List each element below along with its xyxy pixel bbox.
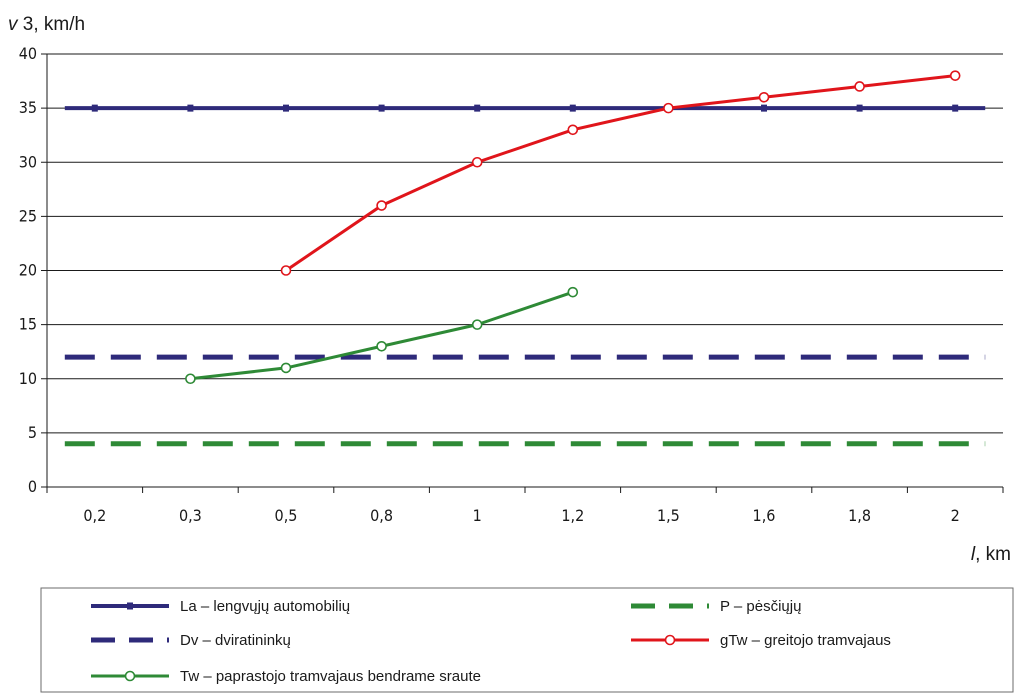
legend-item: Tw – paprastojo tramvajaus bendrame srau…	[91, 668, 481, 685]
series-4-point	[471, 319, 483, 330]
series-0-point	[91, 104, 98, 112]
x-tick-label: 0,2	[83, 506, 106, 525]
series-3-point	[567, 124, 579, 136]
legend-item: P – pėsčiųjų	[631, 598, 801, 615]
legend-item: La – lengvųjų automobilių	[91, 598, 350, 615]
legend-marker	[127, 602, 133, 610]
series-0-point	[952, 104, 959, 112]
y-tick-label: 5	[28, 423, 37, 442]
series-4-point	[185, 373, 196, 385]
x-axis-title-var: l	[971, 544, 976, 565]
series-4-point	[280, 362, 292, 374]
series-3-point	[854, 81, 865, 92]
series-0-point	[856, 104, 863, 112]
y-tick-label: 30	[19, 152, 37, 171]
legend-label: La – lengvųjų automobilių	[180, 598, 350, 615]
series-0-point	[474, 104, 481, 112]
y-axis-title-rest: 3, km/h	[18, 14, 86, 35]
legend-box	[40, 587, 1014, 693]
y-axis-title: v 3, km/h	[8, 14, 85, 35]
series-3-point	[663, 102, 674, 114]
series-0-point	[569, 104, 576, 112]
series-0-point	[378, 104, 385, 112]
legend-marker	[664, 634, 676, 646]
y-tick-label: 0	[28, 477, 37, 496]
x-tick-label: 1,6	[753, 506, 776, 525]
axes	[41, 53, 1004, 493]
legend-marker	[124, 670, 136, 682]
series-line-4	[190, 290, 574, 381]
series-3-point	[471, 156, 483, 168]
x-axis-title-rest: , km	[975, 544, 1011, 565]
legend-item: Dv – dviratininkų	[91, 632, 291, 649]
legend: La – lengvųjų automobilių P – pėsčiųjų Dv …	[40, 587, 1014, 693]
y-tick-label: 40	[19, 44, 37, 63]
legend-label: gTw – greitojo tramvajaus	[720, 632, 891, 649]
series-0-point	[761, 104, 767, 112]
x-tick-label: 1,5	[657, 506, 680, 525]
x-tick-label: 0,8	[370, 506, 393, 525]
y-tick-label: 15	[19, 315, 37, 334]
series-0-point	[187, 104, 194, 112]
y-axis-title-var: v	[8, 14, 19, 35]
x-tick-label: 0,5	[275, 506, 298, 525]
x-tick-label: 2	[951, 506, 960, 525]
y-tick-label: 35	[19, 98, 37, 117]
y-tick-label: 10	[19, 369, 37, 388]
series-line-3	[285, 74, 956, 272]
series-0-point	[283, 104, 289, 112]
x-tick-labels: 0,2 0,3 0,5 0,8 1 1,2 1,5 1,6 1,8 2	[83, 506, 959, 525]
series-3-point	[280, 265, 292, 276]
legend-label: P – pėsčiųjų	[720, 598, 801, 615]
series-3-point	[376, 200, 387, 211]
y-tick-label: 20	[19, 261, 37, 280]
x-axis-title: l, km	[971, 544, 1011, 565]
legend-label: Tw – paprastojo tramvajaus bendrame srau…	[180, 668, 481, 685]
series-lines	[64, 70, 986, 447]
series-3-point	[758, 92, 770, 103]
y-tick-labels: 0 5 10 15 20 25 30 35 40	[19, 44, 37, 496]
x-tick-label: 1,8	[848, 506, 871, 525]
series-4-point	[376, 340, 387, 352]
series-4-point	[567, 286, 579, 298]
x-tick-label: 1	[473, 506, 482, 525]
legend-label: Dv – dviratininkų	[180, 632, 291, 649]
y-tick-label: 25	[19, 206, 37, 225]
x-tick-label: 1,2	[561, 506, 584, 525]
series-3-point	[949, 70, 961, 81]
legend-item: gTw – greitojo tramvajaus	[631, 632, 891, 649]
x-tick-label: 0,3	[179, 506, 202, 525]
